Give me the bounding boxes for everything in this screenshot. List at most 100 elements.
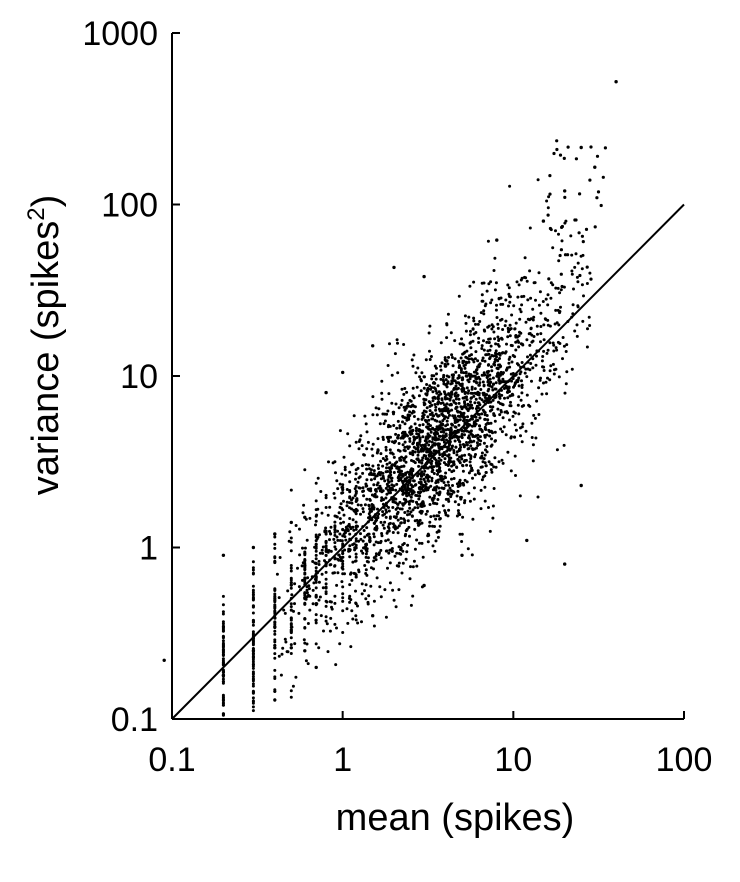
data-point xyxy=(435,485,439,489)
data-point xyxy=(344,525,348,529)
data-point xyxy=(317,563,321,566)
data-point xyxy=(420,474,424,478)
data-point xyxy=(251,663,255,667)
data-point xyxy=(548,226,553,231)
data-point xyxy=(371,464,375,468)
data-point xyxy=(456,438,460,442)
data-point xyxy=(390,547,394,550)
data-point xyxy=(407,404,411,408)
data-point xyxy=(499,296,503,300)
data-point xyxy=(463,363,467,367)
data-point xyxy=(470,553,474,557)
data-point xyxy=(450,390,454,394)
data-point xyxy=(390,549,394,553)
data-point xyxy=(348,594,352,598)
data-point xyxy=(348,470,352,474)
data-point xyxy=(585,265,589,269)
data-point xyxy=(387,392,391,396)
data-point xyxy=(455,420,459,424)
data-point xyxy=(368,539,372,543)
data-point xyxy=(559,272,563,276)
data-point xyxy=(434,487,438,491)
data-point xyxy=(424,410,428,414)
data-point xyxy=(476,359,480,363)
data-point xyxy=(365,430,369,434)
data-point xyxy=(408,475,411,479)
data-point xyxy=(273,589,277,592)
data-point xyxy=(499,380,503,384)
data-point xyxy=(474,434,478,438)
data-point xyxy=(273,624,277,628)
data-point xyxy=(286,589,290,593)
data-point xyxy=(462,351,466,355)
data-point xyxy=(482,371,486,375)
data-point xyxy=(380,391,384,395)
data-point xyxy=(432,374,436,378)
data-point xyxy=(359,503,363,507)
data-point xyxy=(537,303,541,307)
data-point xyxy=(546,293,550,297)
data-point xyxy=(409,565,412,569)
data-point xyxy=(385,510,388,514)
data-point xyxy=(435,438,438,442)
data-point xyxy=(483,499,487,503)
data-point xyxy=(497,337,501,341)
data-point xyxy=(507,292,511,296)
data-point xyxy=(409,510,413,514)
data-point xyxy=(392,424,396,427)
data-point xyxy=(354,440,358,444)
data-point xyxy=(558,342,562,345)
data-point xyxy=(221,657,225,661)
data-point xyxy=(512,304,516,308)
data-point xyxy=(455,453,459,457)
data-point xyxy=(398,449,402,453)
data-point xyxy=(395,526,399,530)
data-point xyxy=(499,410,503,414)
y-axis-title-superscript: 2 xyxy=(23,207,50,220)
data-point xyxy=(221,603,225,607)
data-point xyxy=(297,611,301,615)
data-point xyxy=(425,441,429,445)
data-point xyxy=(465,463,469,467)
data-point xyxy=(460,384,464,388)
data-point xyxy=(430,479,434,483)
data-point xyxy=(421,456,425,460)
data-point xyxy=(563,195,567,199)
data-point xyxy=(273,652,277,656)
data-point xyxy=(354,555,358,559)
data-point xyxy=(546,213,550,217)
data-point xyxy=(273,677,277,680)
data-point xyxy=(549,364,553,368)
data-point xyxy=(507,286,511,290)
data-point xyxy=(529,327,533,331)
data-point xyxy=(422,583,426,588)
data-point xyxy=(338,642,342,646)
data-point xyxy=(507,330,510,334)
data-point xyxy=(441,408,445,411)
data-point xyxy=(449,495,453,499)
data-point xyxy=(442,440,446,444)
data-point xyxy=(463,366,467,370)
data-point xyxy=(513,454,517,458)
data-point xyxy=(397,588,401,592)
data-point xyxy=(471,448,475,452)
data-point xyxy=(324,554,328,557)
data-point xyxy=(475,404,479,408)
data-point xyxy=(417,394,421,398)
data-point xyxy=(328,529,331,533)
data-point xyxy=(493,337,497,341)
data-point xyxy=(545,199,549,203)
data-point xyxy=(469,444,473,448)
data-point xyxy=(386,538,390,542)
data-point xyxy=(448,434,452,438)
data-point xyxy=(340,472,344,476)
data-point xyxy=(575,323,579,327)
data-point xyxy=(443,453,447,457)
data-point xyxy=(251,670,255,674)
data-point xyxy=(305,538,309,542)
data-point xyxy=(489,468,493,472)
data-point xyxy=(516,378,520,382)
data-point xyxy=(489,280,493,284)
data-point xyxy=(388,471,392,475)
data-point xyxy=(397,406,401,410)
